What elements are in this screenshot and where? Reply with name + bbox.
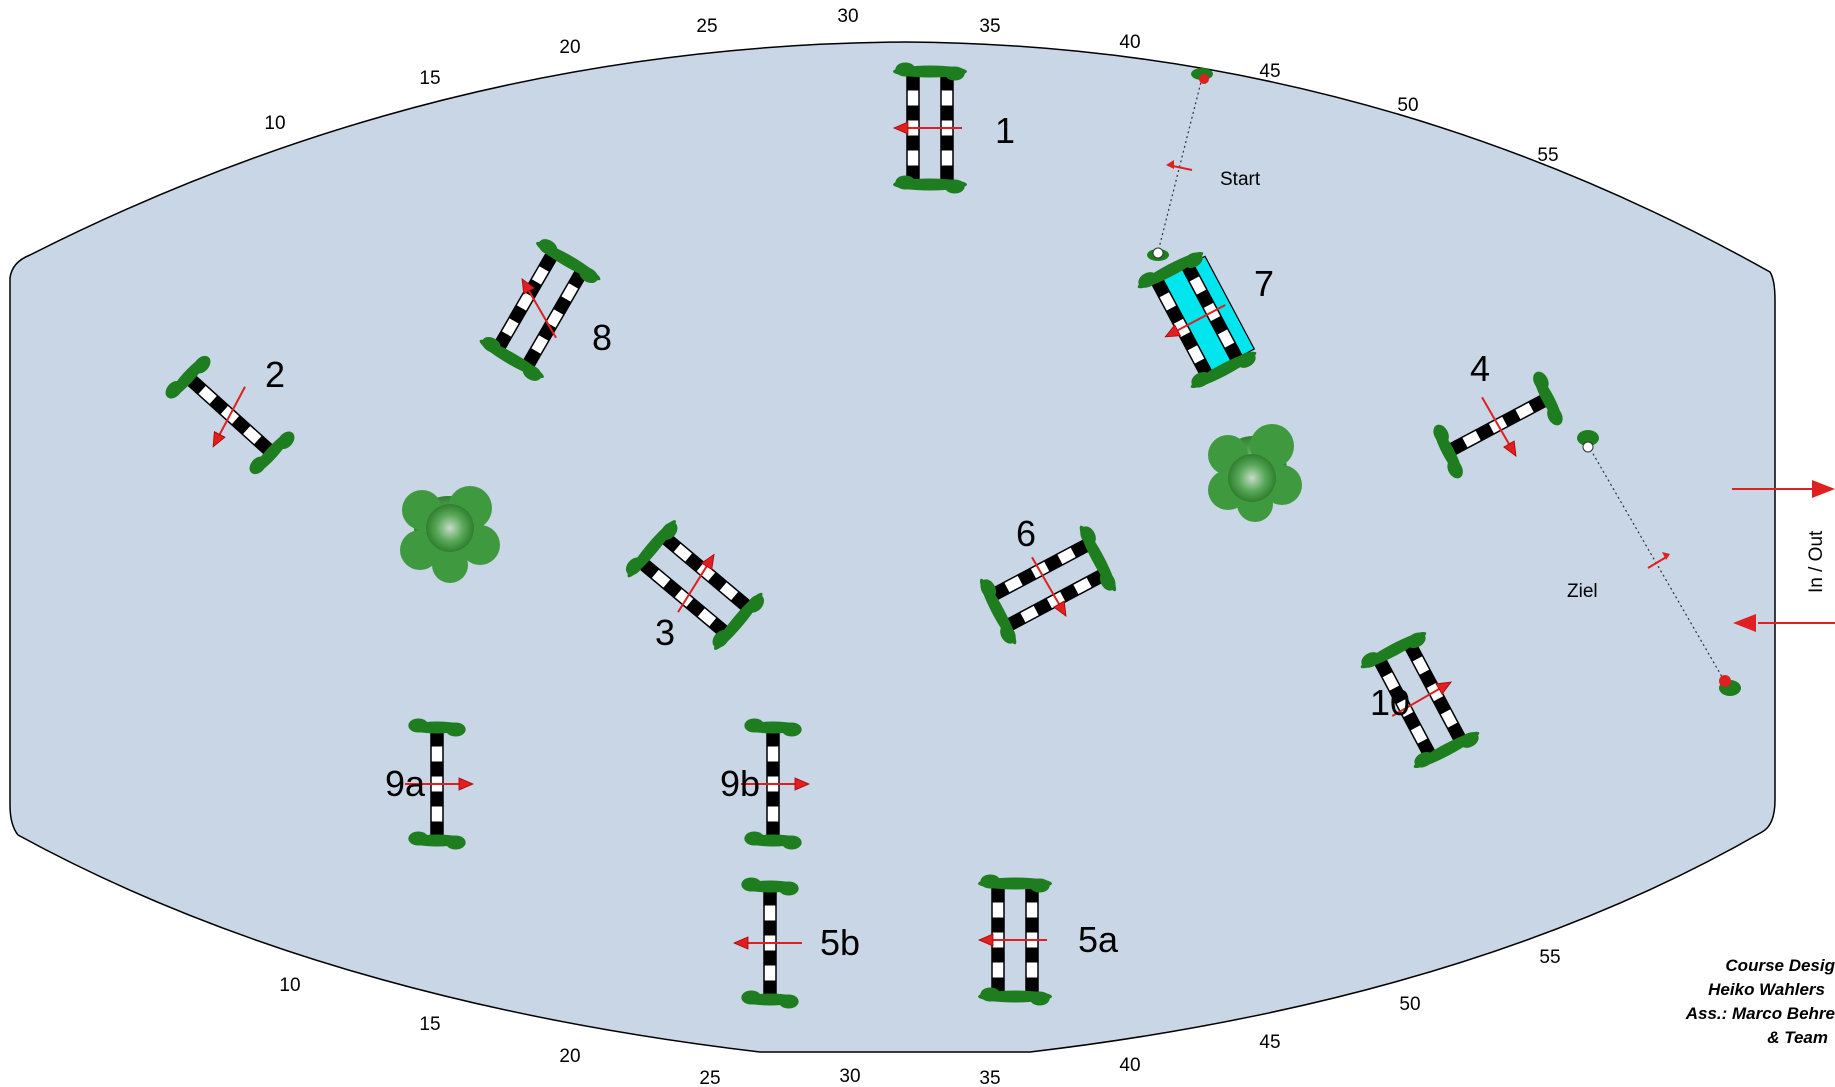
start-line xyxy=(1147,68,1213,261)
fence-10-label: 10 xyxy=(1370,682,1410,723)
finish-line xyxy=(1577,430,1741,696)
scale-top-15: 15 xyxy=(419,68,440,89)
fence-4 xyxy=(1433,371,1563,479)
scale-top-20: 20 xyxy=(559,37,580,58)
fence-1-label: 1 xyxy=(995,110,1015,151)
fence-5a xyxy=(978,874,1052,1006)
fence-4-arrow xyxy=(1481,396,1517,458)
fence-7-label: 7 xyxy=(1254,263,1274,304)
start-label: Start xyxy=(1220,169,1261,190)
arena-outline xyxy=(9,41,1776,1053)
bush-right xyxy=(1208,424,1302,522)
scale-top: 10 15 20 25 30 35 40 45 50 55 xyxy=(264,6,1558,166)
fence-8 xyxy=(479,239,601,381)
fence-8-arrow xyxy=(521,277,557,339)
credit-line-4: & Team xyxy=(1767,1028,1828,1047)
scale-top-30: 30 xyxy=(837,6,858,27)
finish-label: Ziel xyxy=(1567,581,1598,602)
fences-layer: 1 2 3 4 5a 5b 6 7 8 9a 9b 10 xyxy=(165,62,1563,1009)
fence-9a-arrow xyxy=(405,777,475,791)
scale-top-25: 25 xyxy=(696,16,717,37)
scale-bottom-25: 25 xyxy=(699,1068,720,1087)
scale-bottom-45: 45 xyxy=(1259,1032,1280,1053)
fence-3 xyxy=(625,520,765,650)
scale-top-55: 55 xyxy=(1537,145,1558,166)
fence-5a-label: 5a xyxy=(1078,919,1119,960)
scale-bottom-30: 30 xyxy=(839,1066,860,1087)
fence-9b-arrow xyxy=(741,777,811,791)
fence-2-label: 2 xyxy=(265,354,285,395)
fence-3-label: 3 xyxy=(655,612,675,653)
scale-bottom: 10 15 20 25 30 35 40 45 50 55 xyxy=(279,947,1560,1087)
gate-label: In / Out xyxy=(1806,530,1827,593)
fence-9b xyxy=(744,718,802,850)
gate-arrows xyxy=(1732,480,1835,632)
scale-top-40: 40 xyxy=(1119,32,1140,53)
scale-top-10: 10 xyxy=(264,113,285,134)
fence-6-arrow xyxy=(1031,556,1067,618)
fence-9a-label: 9a xyxy=(385,763,426,804)
fence-1-arrow xyxy=(892,121,962,135)
fence-9b-label: 9b xyxy=(720,763,760,804)
fence-5b-arrow xyxy=(732,936,802,950)
credit-line-3: Ass.: Marco Behre xyxy=(1685,1004,1835,1023)
fence-5b-label: 5b xyxy=(820,922,860,963)
scale-bottom-35: 35 xyxy=(979,1068,1000,1087)
fence-3-arrow xyxy=(677,553,715,613)
fence-4-label: 4 xyxy=(1470,348,1490,389)
fence-8-label: 8 xyxy=(592,317,612,358)
scale-bottom-15: 15 xyxy=(419,1014,440,1035)
scale-bottom-50: 50 xyxy=(1399,994,1420,1015)
scale-bottom-55: 55 xyxy=(1539,947,1560,968)
fence-10-arrow xyxy=(1391,681,1453,717)
scale-top-35: 35 xyxy=(979,16,1000,37)
scale-top-50: 50 xyxy=(1397,95,1418,116)
bush-left xyxy=(400,486,500,583)
scale-bottom-40: 40 xyxy=(1119,1055,1140,1076)
scale-top-45: 45 xyxy=(1259,61,1280,82)
fence-2-arrow xyxy=(212,386,246,448)
scale-bottom-10: 10 xyxy=(279,975,300,996)
fence-7-arrow xyxy=(1164,304,1226,338)
credit-line-1: Course Desig xyxy=(1725,956,1835,975)
credit-line-2: Heiko Wahlers xyxy=(1708,980,1825,999)
fence-1 xyxy=(893,62,967,194)
fence-5a-arrow xyxy=(977,933,1047,947)
fence-6-label: 6 xyxy=(1016,513,1036,554)
scale-bottom-20: 20 xyxy=(559,1046,580,1067)
credits: Course Desig Heiko Wahlers Ass.: Marco B… xyxy=(1685,956,1835,1047)
